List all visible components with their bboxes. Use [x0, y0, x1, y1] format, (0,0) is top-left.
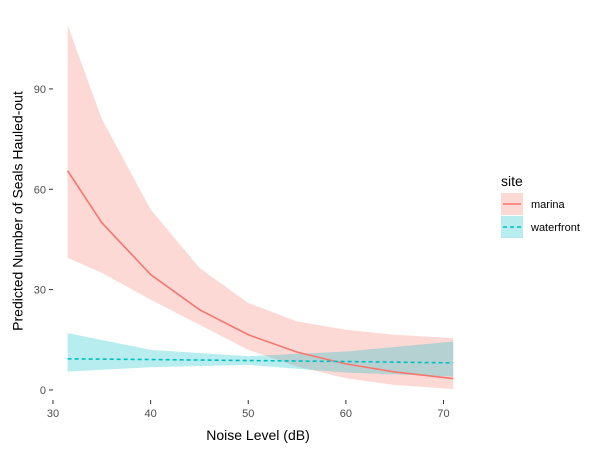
legend-item-marina: marina	[501, 193, 566, 215]
x-axis: 30 40 50 60 70	[47, 400, 450, 420]
x-tick-label-50: 50	[242, 408, 254, 420]
y-tick-label-0: 0	[40, 385, 46, 397]
plot-panel	[66, 25, 454, 389]
x-tick-label-60: 60	[340, 408, 352, 420]
y-tick-label-60: 60	[34, 184, 46, 196]
ribbon-marina	[67, 25, 454, 389]
legend-label-waterfront: waterfront	[530, 222, 580, 234]
legend-item-waterfront: waterfront	[501, 216, 580, 238]
x-axis-label: Noise Level (dB)	[206, 427, 310, 443]
y-axis-label: Predicted Number of Seals Hauled-out	[10, 91, 26, 331]
line-marina	[66, 170, 454, 380]
legend-label-marina: marina	[531, 199, 566, 211]
y-axis: 0 30 60 90	[34, 84, 53, 397]
x-tick-label-70: 70	[437, 408, 449, 420]
x-tick-label-30: 30	[47, 408, 59, 420]
y-tick-label-30: 30	[34, 285, 46, 297]
x-tick-label-40: 40	[144, 408, 156, 420]
legend-title: site	[501, 173, 523, 189]
y-tick-label-90: 90	[34, 84, 46, 96]
legend: site marina waterfront	[501, 173, 580, 238]
